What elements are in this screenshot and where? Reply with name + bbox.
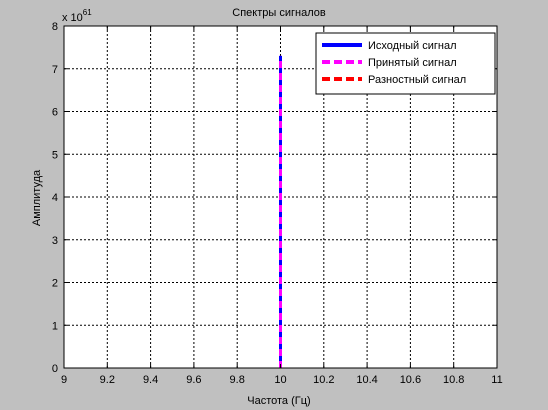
- y-tick-label: 8: [52, 21, 58, 33]
- y-exponent-power: 61: [83, 8, 92, 17]
- y-tick-label: 4: [52, 192, 58, 204]
- x-tick-label: 11: [491, 374, 502, 386]
- y-axis-label: Амплитуда: [31, 169, 43, 226]
- legend-label: Принятый сигнал: [368, 57, 457, 69]
- y-tick-label: 2: [52, 278, 58, 290]
- y-tick-label: 5: [52, 149, 58, 161]
- y-exponent-label: x 1061: [62, 8, 92, 24]
- y-tick-labels: 0 1 2 3 4 5 6 7 8: [52, 21, 58, 375]
- x-axis-label: Частота (Гц): [247, 395, 310, 407]
- chart-title: Спектры сигналов: [232, 7, 326, 19]
- x-tick-label: 9.4: [143, 374, 158, 386]
- y-tick-label: 3: [52, 235, 58, 247]
- y-tick-label: 6: [52, 107, 58, 119]
- y-exponent-base: x 10: [62, 12, 83, 24]
- legend: Исходный сигнал Принятый сигнал Разностный…: [315, 32, 496, 95]
- ticks: [63, 25, 498, 369]
- y-tick-label: 1: [52, 320, 58, 332]
- x-tick-label: 10.4: [356, 374, 377, 386]
- y-tick-label: 0: [52, 363, 58, 375]
- x-tick-label: 9.8: [230, 374, 245, 386]
- x-tick-label: 9.6: [186, 374, 201, 386]
- legend-label: Разностный сигнал: [368, 74, 466, 86]
- x-tick-label: 9.2: [100, 374, 115, 386]
- x-tick-label: 10.2: [313, 374, 334, 386]
- x-tick-label: 9: [61, 374, 67, 386]
- x-tick-label: 10: [274, 374, 286, 386]
- y-tick-label: 7: [52, 64, 58, 76]
- x-tick-label: 10.8: [443, 374, 464, 386]
- legend-label: Исходный сигнал: [368, 40, 457, 52]
- x-tick-label: 10.6: [400, 374, 421, 386]
- x-tick-labels: 9 9.2 9.4 9.6 9.8 10 10.2 10.4 10.6 10.8 11: [61, 374, 503, 386]
